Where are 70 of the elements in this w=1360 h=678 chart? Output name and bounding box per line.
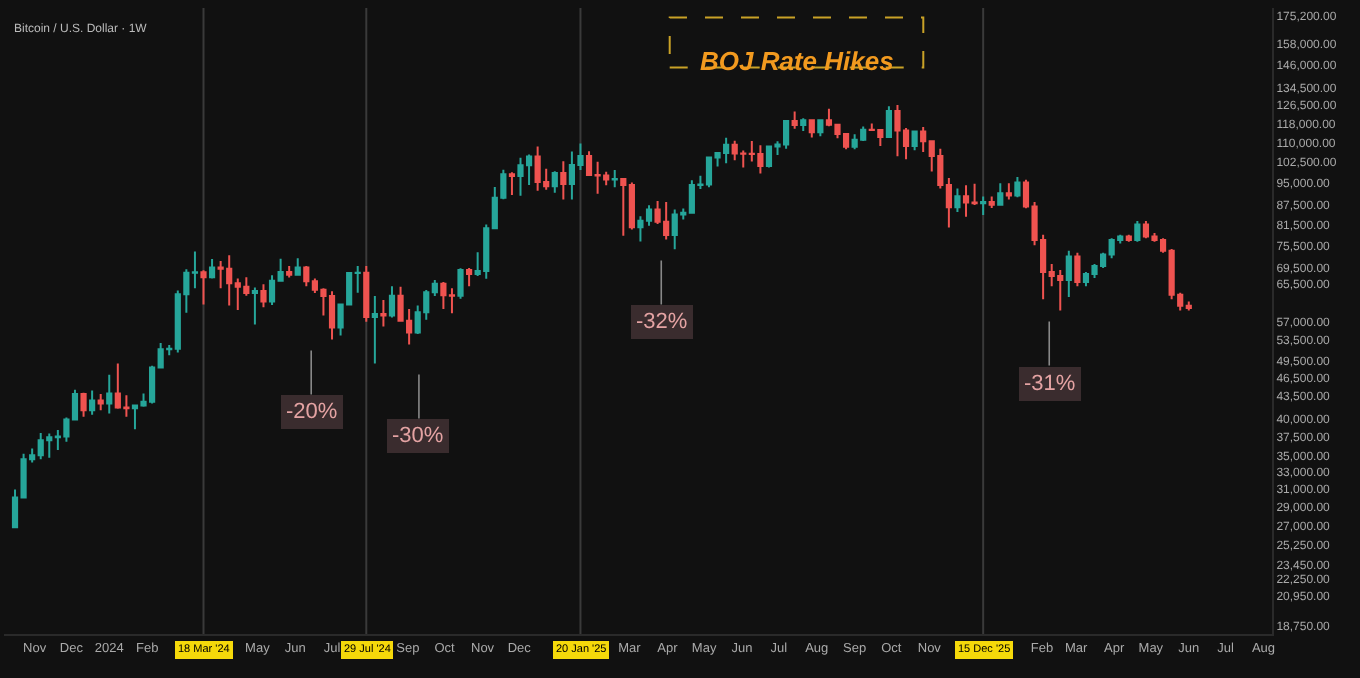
candlestick xyxy=(97,393,104,412)
candlestick xyxy=(620,177,627,237)
candlestick xyxy=(200,269,207,306)
candlestick xyxy=(611,168,618,189)
candlestick xyxy=(962,184,970,218)
candlestick xyxy=(508,171,516,196)
candlestick xyxy=(303,265,310,288)
candlestick xyxy=(705,156,713,189)
candlestick xyxy=(371,295,378,365)
candlestick xyxy=(765,145,773,169)
candlestick xyxy=(877,128,884,148)
candlestick xyxy=(440,281,447,311)
text: BOJ Rate Hikes xyxy=(700,46,894,76)
candlestick xyxy=(251,286,258,326)
candlestick xyxy=(388,285,396,319)
candlestick xyxy=(817,119,824,138)
candlestick xyxy=(894,104,901,158)
candlestick xyxy=(1057,268,1064,312)
candlestick xyxy=(808,118,815,139)
candlestick xyxy=(1005,182,1012,201)
candlestick xyxy=(260,283,267,309)
candlestick xyxy=(208,258,216,280)
candlestick xyxy=(46,432,53,459)
candlestick xyxy=(363,265,370,323)
candlestick xyxy=(1142,220,1150,240)
candlestick xyxy=(851,133,858,151)
candlestick xyxy=(997,182,1004,207)
candlestick xyxy=(80,391,87,418)
candlestick xyxy=(954,187,961,213)
candlestick xyxy=(448,287,456,315)
candlestick xyxy=(37,431,44,461)
candlestick xyxy=(603,170,610,187)
candlestick xyxy=(457,267,464,300)
candlestick xyxy=(731,139,738,162)
candlestick xyxy=(791,110,798,130)
candlestick xyxy=(89,389,96,416)
candlestick xyxy=(551,170,558,194)
candlestick xyxy=(466,266,473,288)
candlestick xyxy=(860,125,867,143)
candlestick xyxy=(560,160,567,201)
candlestick xyxy=(1134,220,1141,243)
candlestick xyxy=(988,195,995,209)
candlestick xyxy=(911,130,918,152)
candlestick xyxy=(842,132,850,151)
candlestick xyxy=(885,105,892,140)
candlestick xyxy=(380,299,387,328)
candlestick xyxy=(1082,270,1090,288)
annotation: -30% xyxy=(392,424,444,448)
candlestick xyxy=(1185,300,1192,312)
candlestick xyxy=(628,181,635,231)
candlestick xyxy=(226,254,233,307)
candlestick xyxy=(1065,249,1072,298)
candlestick xyxy=(740,149,747,169)
candlestick xyxy=(980,195,987,216)
candlestick xyxy=(534,145,541,192)
candlestick xyxy=(800,117,807,133)
annotation: -32% xyxy=(636,310,688,334)
candlestick xyxy=(1014,175,1021,199)
candlestick xyxy=(757,144,764,175)
candlestick xyxy=(1125,233,1132,243)
candlestick xyxy=(517,156,524,197)
candlestick xyxy=(671,208,678,251)
candlestick xyxy=(1108,237,1115,260)
candlestick xyxy=(106,373,113,415)
candlestick xyxy=(328,290,336,341)
candlestick xyxy=(1074,251,1081,288)
candlestick xyxy=(286,265,293,279)
annotation: -20% xyxy=(286,400,338,424)
annotation: -31% xyxy=(1024,372,1076,396)
candlestick xyxy=(294,257,301,277)
